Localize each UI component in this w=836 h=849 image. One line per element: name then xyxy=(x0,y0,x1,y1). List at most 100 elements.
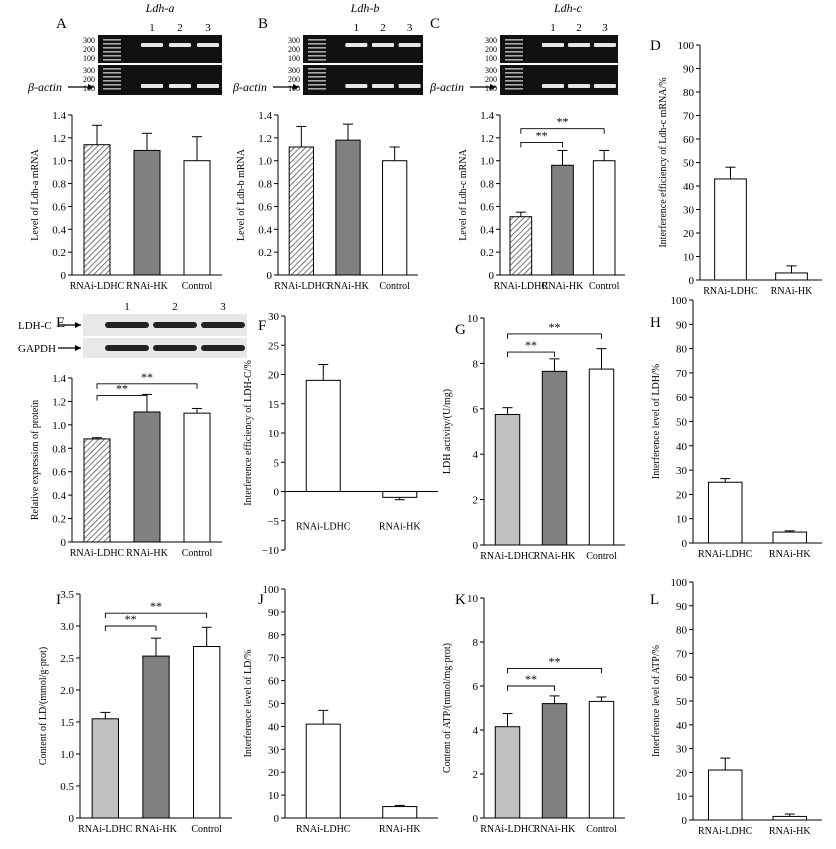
significance-label: ** xyxy=(125,612,137,626)
sample-band xyxy=(398,43,421,47)
bar xyxy=(382,160,408,276)
y-tick-label: 3.0 xyxy=(60,621,74,633)
y-axis-label: Level of Ldh-a mRNA xyxy=(30,149,41,241)
y-tick-label: 20 xyxy=(268,370,280,382)
category-label: RNAi-LDHC xyxy=(480,824,535,835)
ladder-band xyxy=(103,72,121,74)
y-tick-label: 50 xyxy=(676,696,688,708)
ladder-band xyxy=(308,76,326,78)
y-tick-label: 0 xyxy=(473,540,479,552)
y-tick-label: 2.5 xyxy=(60,653,74,665)
y-tick-label: 0.8 xyxy=(52,179,66,191)
chart-B: B 0 0.2 0.4 0.6 0.8 1.0 1.2 1.4 Level of Ldh-b mR… xyxy=(236,16,418,292)
category-label: RNAi-HK xyxy=(327,281,369,292)
category-label: RNAi-HK xyxy=(542,281,584,292)
panel-letter: K xyxy=(455,592,466,608)
y-tick-label: 60 xyxy=(676,672,688,684)
ladder-band xyxy=(308,88,326,90)
chart-K: K 0 2 4 6 8 10 Content of ATP/(mmol/mg·prot) RNA… xyxy=(442,592,625,835)
lane-number: 1 xyxy=(124,301,130,313)
sample-band xyxy=(372,43,394,47)
y-tick-label: 1.0 xyxy=(258,156,272,168)
bar xyxy=(133,149,161,276)
ladder-band xyxy=(103,55,121,57)
category-label: RNAi-LDHC xyxy=(480,551,535,562)
ladder-band xyxy=(505,39,523,41)
ladder-band xyxy=(505,55,523,57)
category-label: RNAi-HK xyxy=(126,548,168,559)
gel-row-label: β-actin xyxy=(429,80,464,94)
significance-label: ** xyxy=(536,128,548,142)
significance-bracket xyxy=(520,141,563,148)
significance-bracket xyxy=(520,128,605,134)
y-tick-label: 90 xyxy=(268,607,280,619)
category-label: Control xyxy=(589,281,620,292)
lane-number: 1 xyxy=(354,22,360,34)
category-label: Control xyxy=(586,551,617,562)
y-tick-label: 10 xyxy=(676,791,688,803)
bar xyxy=(83,144,111,276)
y-tick-label: 1.4 xyxy=(52,110,66,122)
category-label: RNAi-LDHC xyxy=(296,824,351,835)
actin-band xyxy=(398,84,421,88)
ladder-band xyxy=(103,88,121,90)
y-tick-label: 8 xyxy=(473,358,479,370)
bar xyxy=(707,481,743,544)
category-label: RNAi-LDHC xyxy=(274,281,329,292)
gel-title: Ldh-b xyxy=(350,1,380,15)
y-tick-label: 10 xyxy=(268,428,280,440)
y-tick-label: 2 xyxy=(473,769,479,781)
panel-letter: L xyxy=(650,592,659,608)
y-tick-label: 6 xyxy=(473,404,479,416)
ladder-label: 300 xyxy=(83,66,95,75)
actin-band xyxy=(568,84,590,88)
y-tick-label: 30 xyxy=(268,744,280,756)
y-tick-label: 30 xyxy=(676,744,688,756)
panel-letter: A xyxy=(56,16,67,32)
sample-band xyxy=(197,43,219,47)
ladder-band xyxy=(103,47,121,49)
bar xyxy=(142,655,170,819)
bar xyxy=(305,723,341,819)
actin-band xyxy=(169,84,191,88)
category-label: RNAi-HK xyxy=(135,824,177,835)
chart-E: E 0 0.2 0.4 0.6 0.8 1.0 1.2 1.4 Relative expressi… xyxy=(30,315,222,559)
y-tick-label: 1.4 xyxy=(480,110,494,122)
gel-row-label: β-actin xyxy=(232,80,267,94)
y-axis-label: Interference level of LDH/% xyxy=(651,364,662,479)
y-tick-label: 0.6 xyxy=(52,201,66,213)
y-axis-label: LDH activity/(U/mg) xyxy=(442,389,453,474)
y-tick-label: 80 xyxy=(268,630,280,642)
ladder-band xyxy=(103,43,121,45)
chart-L: L 0 10 20 30 40 50 60 70 80 90 100 Interference leve… xyxy=(650,577,822,837)
lane-number: 3 xyxy=(220,301,226,313)
ladder-band xyxy=(505,68,523,70)
category-label: Control xyxy=(379,281,410,292)
ladder-label: 200 xyxy=(485,45,497,54)
category-label: RNAi-HK xyxy=(771,286,813,297)
y-tick-label: 15 xyxy=(268,399,280,411)
y-tick-label: 2.0 xyxy=(60,685,74,697)
bar xyxy=(775,272,808,281)
y-tick-label: 0.6 xyxy=(52,467,66,479)
gapdh-band xyxy=(105,345,149,351)
category-label: RNAi-LDHC xyxy=(698,826,753,837)
y-tick-label: 0.2 xyxy=(52,247,66,259)
y-tick-label: 10 xyxy=(683,252,695,264)
sample-band xyxy=(568,43,590,47)
bar xyxy=(714,178,747,281)
ladder-band xyxy=(103,68,121,70)
y-tick-label: 0 xyxy=(69,813,75,825)
y-tick-label: 0 xyxy=(489,270,495,282)
y-tick-label: 0.6 xyxy=(258,201,272,213)
category-label: Control xyxy=(586,824,617,835)
bar xyxy=(382,806,418,819)
y-tick-label: 0.6 xyxy=(480,201,494,213)
category-label: RNAi-LDHC xyxy=(698,549,753,560)
y-tick-label: 80 xyxy=(676,625,688,637)
category-label: RNAi-HK xyxy=(379,824,421,835)
y-tick-label: 0.4 xyxy=(258,224,272,236)
bar xyxy=(192,645,221,819)
y-tick-label: 1.4 xyxy=(52,373,66,385)
